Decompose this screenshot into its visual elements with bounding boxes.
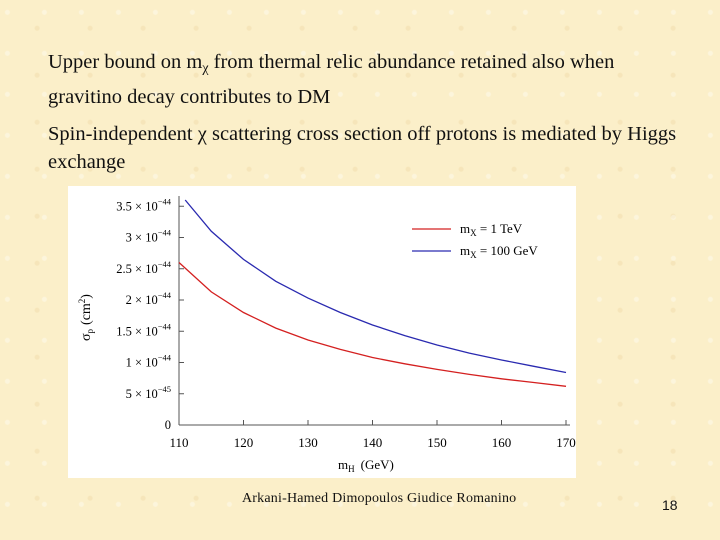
x-tick-label: 120 xyxy=(234,435,254,450)
x-axis-label-main: m xyxy=(338,457,348,472)
series-line-2 xyxy=(184,199,567,374)
x-tick-label: 170 xyxy=(556,435,576,450)
x-axis-label: mH (GeV) xyxy=(338,457,394,474)
page-number: 18 xyxy=(662,497,678,513)
para1-chi-subscript: χ xyxy=(202,61,209,76)
bullet-text-spin-independent: Spin-independent χ scattering cross sect… xyxy=(48,123,677,173)
x-axis-label-unit: (GeV) xyxy=(361,457,394,472)
y-ticks: 0 5 × 10−45 1 × 10−44 1.5 × 10−44 2 × 10−44 2… xyxy=(116,196,184,432)
series-line-1 xyxy=(178,262,567,387)
x-tick-label: 140 xyxy=(363,435,383,450)
x-ticks: 110 120 130 140 150 160 170 xyxy=(169,420,576,450)
x-tick-label: 160 xyxy=(492,435,512,450)
x-tick-label: 150 xyxy=(427,435,447,450)
y-axis-label: σp (cm2) xyxy=(77,294,95,341)
y-axis-label-unit-close: ) xyxy=(79,294,94,299)
chart-axes xyxy=(178,196,570,426)
y-axis-label-main: σ xyxy=(79,333,94,341)
y-tick-label: 3.5 × 10−44 xyxy=(116,196,171,213)
x-tick-label: 110 xyxy=(169,435,188,450)
chart-legend: mX = 1 TeV mX = 100 GeV xyxy=(412,221,538,260)
y-tick-label: 2.5 × 10−44 xyxy=(116,259,171,276)
y-axis-label-unit-sup: 2 xyxy=(77,299,87,304)
cross-section-chart: 0 5 × 10−45 1 × 10−44 1.5 × 10−44 2 × 10−44 2… xyxy=(68,186,576,478)
chart-svg: 0 5 × 10−45 1 × 10−44 1.5 × 10−44 2 × 10−44 2… xyxy=(77,196,576,474)
y-tick-label: 2 × 10−44 xyxy=(126,290,172,307)
y-tick-label: 5 × 10−45 xyxy=(126,384,171,401)
x-axis-label-sub: H xyxy=(348,464,355,474)
para1-end: from thermal relic abundance retained al… xyxy=(48,51,615,108)
para1-start: Upper bound on m xyxy=(48,51,203,73)
legend-label-1: mX = 1 TeV xyxy=(460,221,523,238)
x-tick-label: 130 xyxy=(298,435,318,450)
legend-label-2: mX = 100 GeV xyxy=(460,243,538,260)
y-tick-label: 3 × 10−44 xyxy=(126,228,172,245)
y-tick-label: 1.5 × 10−44 xyxy=(116,321,171,338)
y-axis-label-sub: p xyxy=(85,328,95,333)
y-tick-label: 1 × 10−44 xyxy=(126,353,172,370)
citation-authors: Arkani-Hamed Dimopoulos Giudice Romanino xyxy=(242,491,517,506)
series-lines xyxy=(178,199,567,387)
bullet-text-upper-bound: Upper bound on mχ from thermal relic abu… xyxy=(48,48,688,111)
y-axis-label-unit: (cm xyxy=(79,303,94,325)
y-tick-label: 0 xyxy=(165,418,171,432)
